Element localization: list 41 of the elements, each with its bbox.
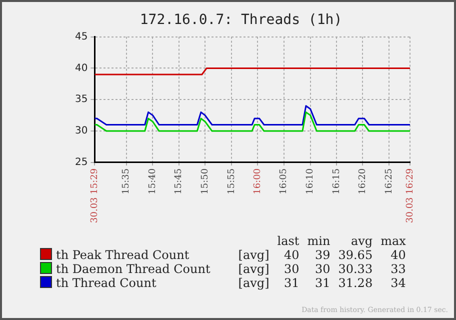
text: 34 (390, 276, 407, 290)
text: [avg] (237, 248, 270, 262)
legend-label: th Daemon Thread Count (55, 262, 212, 276)
y-tick-label: 40 (74, 62, 88, 74)
text: 33 (390, 262, 407, 276)
x-tick-label: 15:55 (226, 168, 237, 194)
x-tick-label: 15:40 (148, 168, 158, 194)
x-tick-label: 16:25 (384, 168, 395, 194)
x-tick-label: 30.03 16:29 (405, 168, 416, 223)
text: min (306, 234, 332, 248)
y-tick-label: 30 (74, 126, 88, 137)
text: avg (350, 234, 374, 248)
x-tick-label: 16:10 (306, 168, 316, 194)
text: 40 (282, 248, 300, 262)
text: [avg] (237, 262, 270, 276)
text: [avg] (237, 276, 270, 290)
text: 39.65 (337, 248, 374, 262)
chart-title: 172.16.0.7: Threads (1h) (140, 12, 342, 28)
text: 40 (390, 248, 407, 262)
x-tick-label: 15:50 (200, 168, 210, 194)
text: 31 (314, 276, 332, 290)
y-tick-label: 35 (74, 94, 88, 106)
text: 39 (314, 248, 332, 262)
x-tick-label: 16:15 (332, 168, 342, 194)
text: 30 (314, 262, 332, 276)
text: 31 (282, 276, 300, 290)
x-tick-label: 15:35 (122, 168, 132, 194)
x-tick-label: 30.03 15:29 (90, 168, 100, 223)
legend-label: th Peak Thread Count (55, 248, 190, 262)
text: 30 (282, 262, 300, 276)
text: last (276, 234, 300, 248)
text: 30.33 (337, 262, 374, 276)
text: max (380, 234, 407, 248)
legend-label: th Thread Count (55, 276, 158, 290)
x-tick-label: 16:05 (279, 168, 290, 194)
y-tick-label: 25 (74, 157, 88, 168)
y-tick-label: 45 (74, 31, 88, 42)
x-tick-label: 16:20 (358, 168, 368, 194)
x-tick-label: 16:00 (253, 168, 264, 194)
text: 31.28 (337, 276, 374, 290)
x-tick-label: 15:45 (174, 168, 184, 194)
